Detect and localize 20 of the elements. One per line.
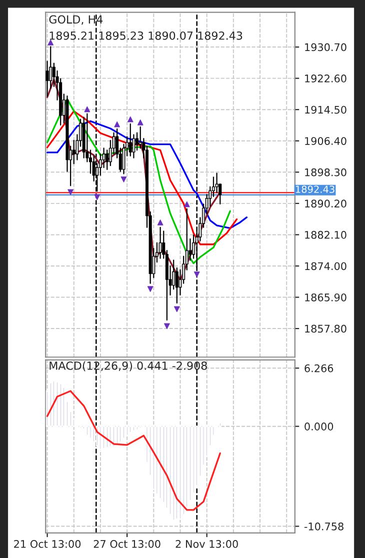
y-tick-label: 0.000	[304, 422, 334, 430]
y-tick-label: 1898.30	[305, 168, 346, 176]
y-tick-label: 1857.80	[305, 324, 346, 333]
x-tick-label: 27 Oct 13:00	[94, 540, 160, 548]
y-tick-label: 1865.90	[305, 293, 346, 302]
y-tick-label: 6.266	[304, 364, 334, 372]
text: 1895.21 1895.23 1890.07 1892.43	[50, 31, 242, 40]
y-tick-label: 1874.00	[305, 262, 346, 270]
x-tick-label: 2 Nov 13:00	[176, 540, 238, 548]
y-tick-label: 1930.70	[305, 43, 346, 52]
y-tick-label: 1890.20	[305, 200, 346, 208]
y-tick-label: -10.758	[304, 522, 344, 530]
y-tick-label: 1906.40	[305, 137, 346, 145]
chart-title: GOLD, H4	[49, 15, 103, 25]
y-tick-label: 1914.50	[305, 106, 346, 114]
ref-line-label: 1892.43	[296, 186, 334, 193]
x-tick-label: 21 Oct 13:00	[14, 540, 81, 548]
y-tick-label: 1922.60	[305, 74, 346, 82]
chart-title: MACD(12,26,9) 0.441 -2.908	[50, 361, 207, 372]
y-tick-label: 1882.10	[305, 230, 346, 239]
